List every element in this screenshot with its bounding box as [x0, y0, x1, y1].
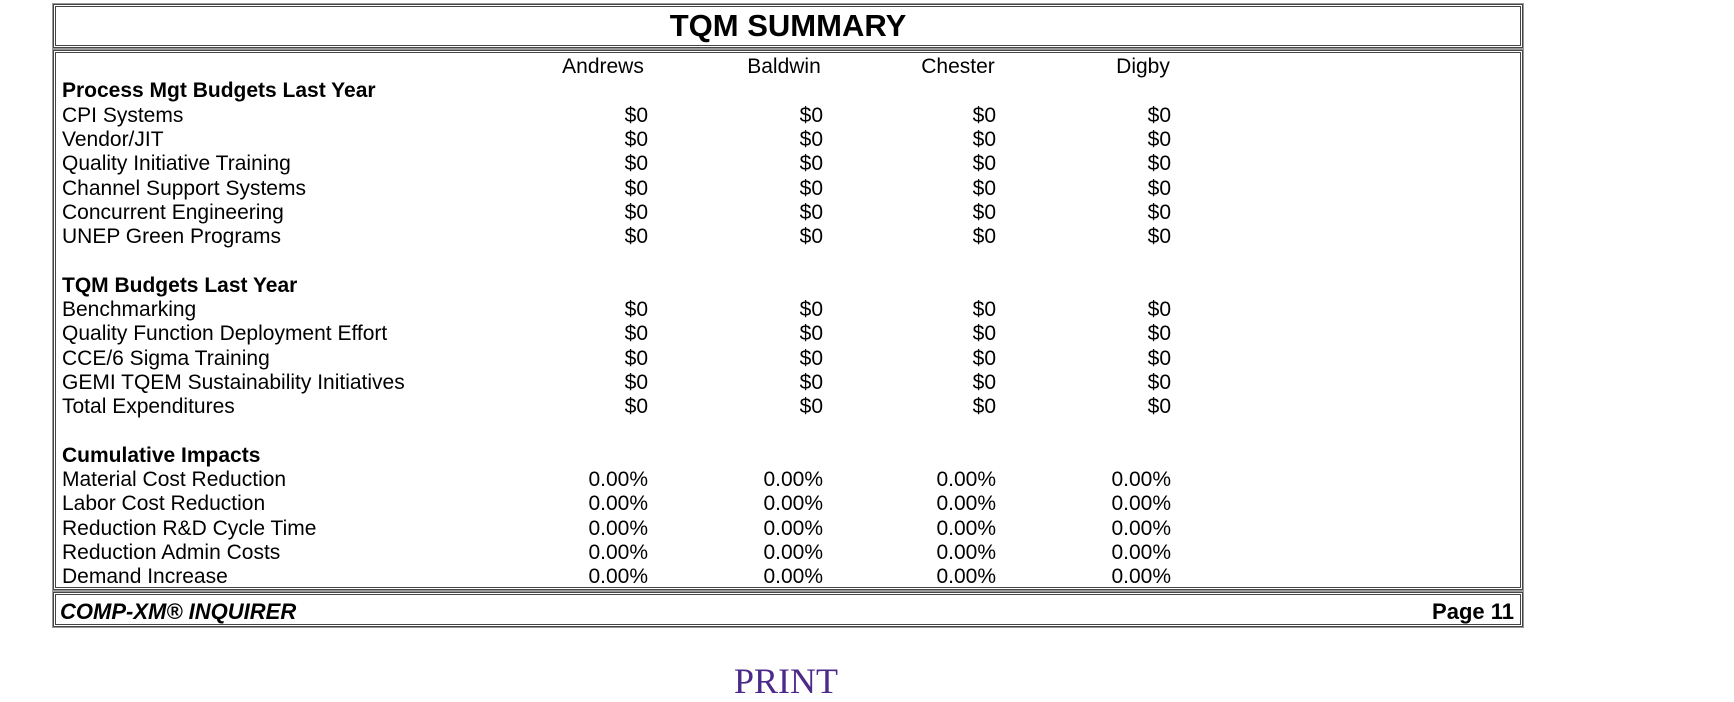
cell-value: $0	[1147, 225, 1171, 249]
row-label: GEMI TQEM Sustainability Initiatives	[62, 370, 405, 394]
row-label: Reduction Admin Costs	[62, 541, 281, 564]
cell-value: $0	[799, 152, 823, 176]
cell-value: $0	[624, 322, 648, 346]
cell-value: 0.00%	[936, 565, 996, 589]
cell-value: $0	[624, 370, 648, 394]
cell-value: $0	[972, 322, 996, 346]
cell-value: 0.00%	[763, 516, 823, 540]
cell-value: $0	[799, 298, 823, 321]
cell-value: 0.00%	[1111, 492, 1171, 516]
cell-value: 0.00%	[588, 541, 648, 564]
cell-value: $0	[972, 200, 996, 224]
cell-value: $0	[1147, 176, 1171, 200]
cell-value: 0.00%	[588, 565, 648, 589]
cell-value: 0.00%	[936, 468, 996, 492]
cell-value: $0	[1147, 103, 1171, 127]
cell-value: 0.00%	[588, 516, 648, 540]
cell-value: $0	[799, 200, 823, 224]
cell-value: 0.00%	[936, 516, 996, 540]
cell-value: $0	[624, 200, 648, 224]
cell-value: $0	[799, 176, 823, 200]
row-label: CCE/6 Sigma Training	[62, 346, 270, 370]
row-label: Quality Function Deployment Effort	[62, 322, 388, 346]
cell-value: $0	[799, 346, 823, 370]
row-label: Labor Cost Reduction	[62, 492, 266, 516]
print-link[interactable]: PRINT	[734, 661, 839, 701]
cell-value: $0	[799, 322, 823, 346]
cell-value: 0.00%	[936, 492, 996, 516]
page: {"header": {"title": "TQM SUMMARY"}, "ta…	[52, 3, 1524, 701]
row-label: CPI Systems	[62, 103, 184, 127]
cell-value: $0	[799, 103, 823, 127]
cell-value: 0.00%	[763, 468, 823, 492]
report-title: TQM SUMMARY	[669, 8, 907, 43]
cell-value: $0	[972, 395, 996, 419]
row-label: Concurrent Engineering	[62, 200, 284, 224]
section-title: TQM Budgets Last Year	[62, 273, 298, 297]
cell-value: 0.00%	[763, 492, 823, 516]
cell-value: $0	[1147, 152, 1171, 176]
cell-value: $0	[1147, 346, 1171, 370]
cell-value: 0.00%	[588, 492, 648, 516]
column-header: Digby	[1116, 55, 1170, 78]
cell-value: $0	[972, 103, 996, 127]
cell-value: $0	[972, 152, 996, 176]
cell-value: $0	[624, 395, 648, 419]
page-number: Page 11	[1432, 599, 1514, 624]
row-label: Channel Support Systems	[62, 176, 306, 200]
cell-value: $0	[624, 176, 648, 200]
cell-value: $0	[1147, 127, 1171, 151]
cell-value: 0.00%	[1111, 541, 1171, 564]
column-header: Andrews	[562, 55, 644, 78]
row-label: Reduction R&D Cycle Time	[62, 516, 317, 540]
cell-value: $0	[972, 127, 996, 151]
section-title: Process Mgt Budgets Last Year	[62, 79, 376, 103]
cell-value: $0	[972, 176, 996, 200]
column-header: Baldwin	[747, 55, 821, 78]
cell-value: $0	[624, 346, 648, 370]
cell-value: $0	[624, 225, 648, 249]
cell-value: 0.00%	[763, 565, 823, 589]
section-title: Cumulative Impacts	[62, 443, 261, 467]
cell-value: $0	[799, 395, 823, 419]
cell-value: $0	[624, 298, 648, 321]
cell-value: $0	[972, 225, 996, 249]
row-label: Demand Increase	[62, 565, 228, 589]
row-label: Benchmarking	[62, 298, 197, 321]
cell-value: $0	[972, 370, 996, 394]
cell-value: 0.00%	[1111, 565, 1171, 589]
cell-value: $0	[799, 370, 823, 394]
cell-value: $0	[972, 346, 996, 370]
cell-value: 0.00%	[936, 541, 996, 564]
cell-value: 0.00%	[588, 468, 648, 492]
row-label: Total Expenditures	[62, 395, 235, 419]
footer-brand: COMP-XM® INQUIRER	[60, 599, 297, 624]
cell-value: $0	[624, 103, 648, 127]
row-label: Material Cost Reduction	[62, 468, 287, 492]
title-box: TQM SUMMARY	[52, 3, 1524, 49]
footer: COMP-XM® INQUIRER Page 11	[52, 591, 1524, 628]
table-box: Andrews Baldwin Chester Digby Process Mgt Bu…	[52, 49, 1524, 591]
cell-value: $0	[1147, 298, 1171, 321]
cell-value: $0	[624, 127, 648, 151]
column-header: Chester	[921, 55, 995, 78]
cell-value: $0	[1147, 370, 1171, 394]
row-label: Vendor/JIT	[62, 127, 164, 151]
cell-value: $0	[799, 127, 823, 151]
cell-value: $0	[1147, 200, 1171, 224]
cell-value: $0	[1147, 322, 1171, 346]
cell-value: $0	[624, 152, 648, 176]
cell-value: $0	[1147, 395, 1171, 419]
row-label: UNEP Green Programs	[62, 225, 282, 249]
cell-value: $0	[799, 225, 823, 249]
row-label: Quality Initiative Training	[62, 152, 291, 176]
cell-value: 0.00%	[1111, 516, 1171, 540]
cell-value: 0.00%	[1111, 468, 1171, 492]
cell-value: 0.00%	[763, 541, 823, 564]
cell-value: $0	[972, 298, 996, 321]
